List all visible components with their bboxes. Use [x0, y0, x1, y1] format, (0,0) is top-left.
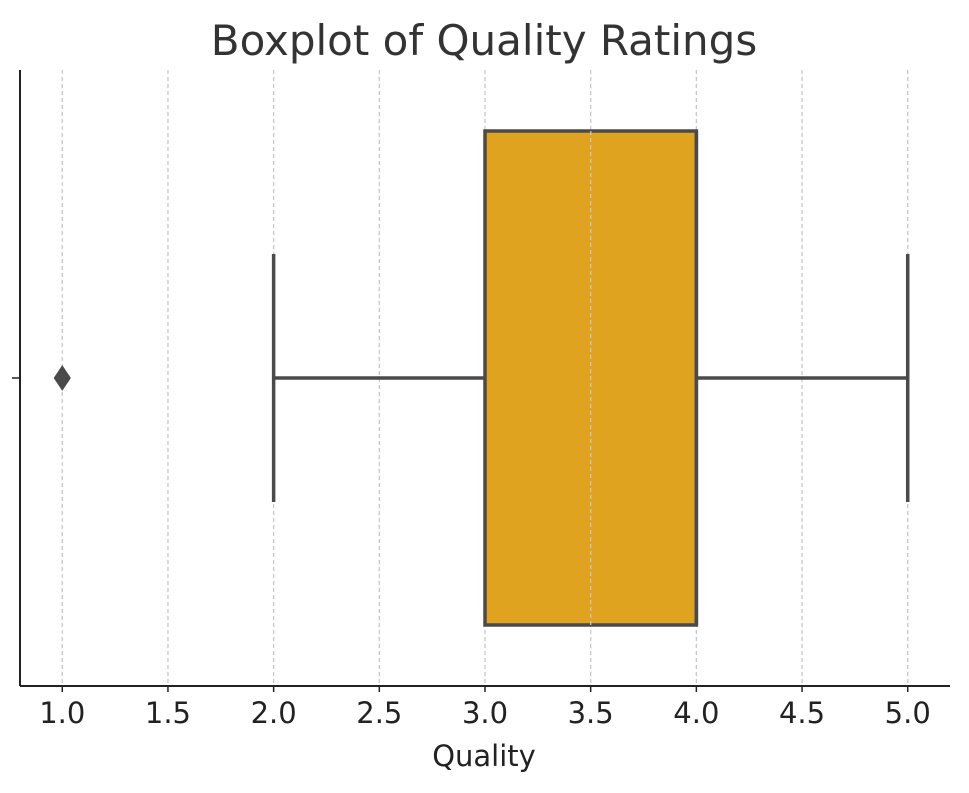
- x-tick-label-2.5: 2.5: [356, 696, 402, 730]
- x-tick-label-5.0: 5.0: [885, 696, 931, 730]
- outlier-point-0: [53, 365, 71, 391]
- x-tick-label-1.5: 1.5: [145, 696, 191, 730]
- boxplot: [53, 129, 910, 627]
- x-tick-label-4.0: 4.0: [673, 696, 719, 730]
- x-tick-label-2.0: 2.0: [251, 696, 297, 730]
- x-tick-label-3.5: 3.5: [568, 696, 614, 730]
- x-tick-label-3.0: 3.0: [462, 696, 508, 730]
- x-axis-label: Quality: [432, 739, 536, 773]
- x-tick-label-4.5: 4.5: [779, 696, 825, 730]
- x-tick-label-1.0: 1.0: [39, 696, 85, 730]
- x-ticks: 1.0 1.5 2.0 2.5 3.0 3.5 4.0 4.5 5.0: [39, 686, 931, 730]
- chart-title: Boxplot of Quality Ratings: [211, 16, 757, 65]
